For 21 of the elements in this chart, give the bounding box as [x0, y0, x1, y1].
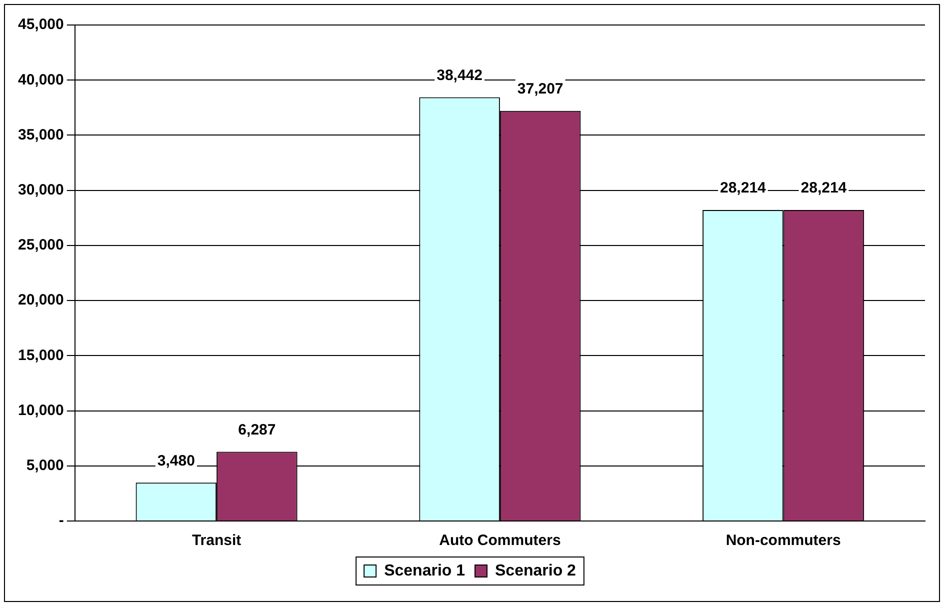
y-tick-label: 35,000	[18, 126, 64, 144]
y-tick-label: -	[58, 512, 64, 530]
y-tick-label: 15,000	[18, 346, 64, 364]
legend-label: Scenario 2	[495, 562, 576, 580]
y-tick-label: 10,000	[18, 402, 64, 419]
data-label: 28,214	[800, 180, 848, 197]
x-tick-label: Auto Commuters	[439, 532, 561, 550]
data-label: 3,480	[157, 452, 195, 470]
y-tick-label: 20,000	[18, 292, 64, 309]
x-tick-label: Transit	[192, 532, 242, 550]
y-tick-label: 25,000	[18, 236, 64, 254]
data-label: 6,287	[238, 421, 276, 438]
data-label: 28,214	[720, 180, 767, 197]
y-tick-label: 5,000	[26, 457, 64, 474]
legend-label: Scenario 1	[384, 562, 466, 580]
y-tick-label: 40,000	[18, 71, 64, 88]
x-tick-label: Non-commuters	[726, 532, 841, 550]
y-tick-label: 45,000	[18, 16, 64, 34]
data-label: 38,442	[436, 66, 483, 84]
data-label: 37,207	[517, 80, 564, 98]
y-tick-label: 30,000	[18, 181, 64, 198]
